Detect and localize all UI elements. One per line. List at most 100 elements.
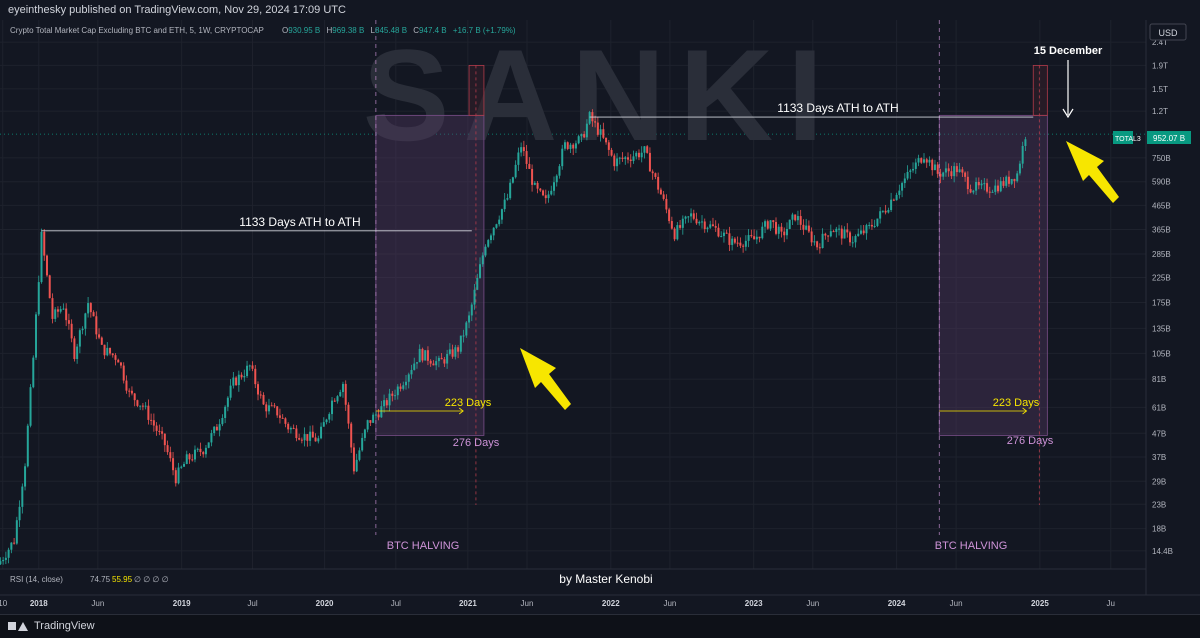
candle-body [728, 233, 731, 245]
candle-body [459, 335, 462, 352]
candle-body [616, 158, 619, 167]
candle-body [662, 194, 665, 199]
candle-body [805, 225, 808, 230]
candle-body [862, 230, 865, 234]
candle-body [931, 159, 934, 171]
candle-body [374, 414, 377, 416]
candle-body [758, 236, 761, 239]
last-price-label: 952.07 B [1153, 134, 1185, 143]
candle-body [690, 213, 693, 217]
candle-body [720, 236, 723, 238]
currency-button[interactable] [1149, 23, 1187, 41]
candle-body [531, 168, 534, 185]
candle-body [977, 181, 980, 186]
candle-body [303, 434, 306, 441]
candle-body [580, 134, 583, 137]
candle-body [821, 233, 824, 248]
candle-body [106, 347, 109, 356]
candle-body [232, 377, 235, 386]
candle-body [525, 151, 528, 164]
candle-body [906, 171, 909, 179]
candle-body [2, 559, 5, 562]
rsi-legend[interactable]: RSI (14, close) 74.75 55.95 ∅ ∅ ∅ ∅ [10, 575, 169, 584]
candle-body [65, 308, 68, 321]
candle-body [903, 178, 906, 184]
candle-body [300, 439, 303, 441]
price-tick-label: 590B [1152, 178, 1171, 187]
candle-body [602, 129, 605, 138]
candle-body [347, 404, 350, 424]
candle-body [405, 381, 408, 386]
candle-body [78, 330, 81, 347]
time-axis[interactable]: 10 2018 Jun 2019 Jul 2020 Jul 2021 Jun 2022 Jun 202… [0, 599, 1115, 608]
candle-body [750, 235, 753, 237]
candle-body [413, 363, 416, 370]
candle-body [114, 355, 117, 360]
tradingview-logo[interactable]: TradingView [8, 615, 95, 637]
time-tick-label: Jun [663, 599, 676, 608]
ohlc-values: O930.95 B H969.38 B L845.48 B C947.4 B +… [282, 26, 516, 35]
candle-body [517, 152, 520, 165]
candle-body [1018, 163, 1021, 174]
time-tick-label: 2019 [173, 599, 191, 608]
candle-body [221, 417, 224, 425]
candle-body [73, 338, 76, 360]
candle-body [150, 419, 153, 421]
candle-body [824, 233, 827, 236]
candle-body [70, 323, 73, 339]
candle-body [520, 147, 523, 153]
candle-body [147, 405, 150, 420]
open-value: 930.95 B [288, 26, 320, 35]
candle-body [394, 395, 397, 397]
days276-label-left: 276 Days [453, 437, 500, 449]
candle-body [585, 123, 588, 138]
candle-body [331, 400, 334, 415]
candle-body [215, 426, 218, 431]
candle-body [103, 344, 106, 356]
candle-body [226, 397, 229, 407]
candle-body [536, 182, 539, 189]
time-tick-label: 2023 [745, 599, 763, 608]
candle-body [276, 406, 279, 416]
candle-body [35, 314, 38, 358]
candle-body [503, 199, 506, 210]
candle-body [141, 405, 144, 407]
yellow-arrow-right [1066, 141, 1119, 203]
candle-body [879, 211, 882, 219]
candle-body [391, 393, 394, 396]
candle-body [566, 142, 569, 149]
halving-period-box [375, 114, 485, 436]
candle-body [657, 176, 660, 190]
candle-body [947, 168, 950, 172]
candle-body [385, 400, 388, 406]
candle-body [901, 183, 904, 191]
time-tick-label: Jun [950, 599, 963, 608]
candle-body [964, 172, 967, 177]
candle-body [807, 225, 810, 232]
price-axis[interactable]: 2.4T 1.9T 1.5T 1.2T 750B 590B 465B 365B 285B 225B… [1152, 38, 1173, 556]
candle-body [462, 335, 465, 337]
candle-body [884, 210, 887, 213]
candle-body [939, 173, 942, 177]
candle-body [0, 561, 2, 565]
candle-body [1013, 178, 1016, 182]
high-value: 969.38 B [332, 26, 364, 35]
candle-body [218, 424, 221, 431]
candle-body [487, 240, 490, 247]
candle-body [289, 427, 292, 430]
candle-body [857, 233, 860, 237]
candle-body [572, 144, 575, 149]
candle-body [731, 238, 734, 245]
candle-body [637, 152, 640, 158]
candle-body [281, 417, 284, 419]
candle-body [407, 374, 410, 382]
candle-body [895, 194, 898, 201]
candle-body [755, 236, 758, 240]
candle-body [224, 406, 227, 418]
legend[interactable]: Crypto Total Market Cap Excluding BTC an… [10, 26, 516, 35]
candle-body [333, 400, 336, 402]
candle-body [410, 369, 413, 375]
candle-body [711, 224, 714, 227]
candle-body [161, 431, 164, 434]
